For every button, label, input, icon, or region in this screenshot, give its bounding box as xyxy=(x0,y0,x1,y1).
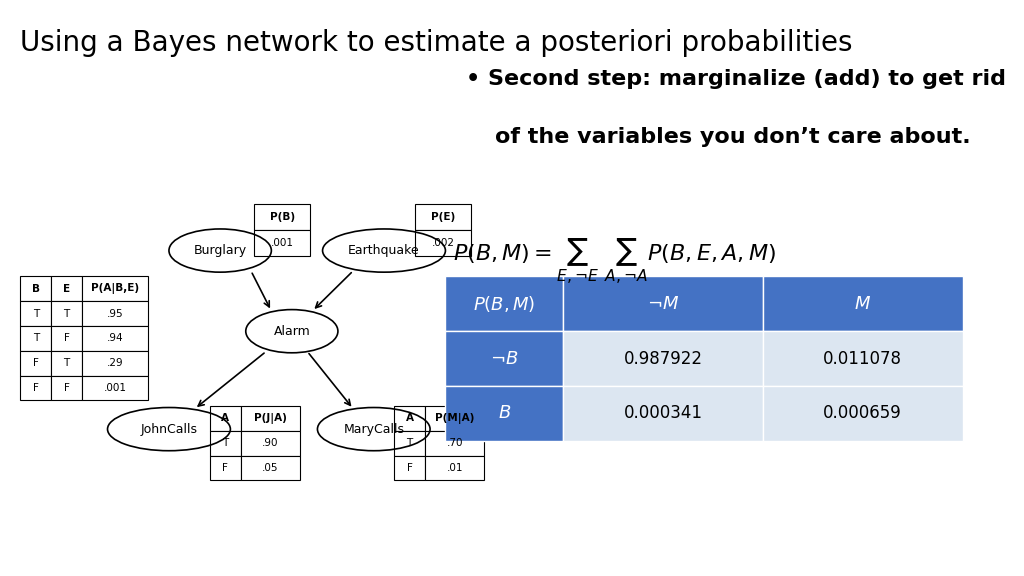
FancyBboxPatch shape xyxy=(51,376,82,400)
FancyBboxPatch shape xyxy=(210,456,241,480)
FancyBboxPatch shape xyxy=(394,456,425,480)
FancyBboxPatch shape xyxy=(563,276,763,331)
FancyBboxPatch shape xyxy=(82,376,148,400)
Text: F: F xyxy=(222,463,228,473)
Text: A: A xyxy=(406,414,414,423)
Text: B: B xyxy=(32,284,40,294)
Text: P(B): P(B) xyxy=(269,213,295,222)
Text: • Second step: marginalize (add) to get rid: • Second step: marginalize (add) to get … xyxy=(466,69,1006,89)
Text: .94: .94 xyxy=(106,334,124,343)
FancyBboxPatch shape xyxy=(763,276,963,331)
Text: E: E xyxy=(63,284,70,294)
Text: F: F xyxy=(33,358,39,368)
FancyBboxPatch shape xyxy=(51,301,82,326)
Text: .001: .001 xyxy=(103,383,127,393)
FancyBboxPatch shape xyxy=(51,276,82,301)
Text: Earthquake: Earthquake xyxy=(348,244,420,257)
FancyBboxPatch shape xyxy=(20,326,51,351)
Text: P(E): P(E) xyxy=(431,213,455,222)
Text: F: F xyxy=(63,383,70,393)
FancyBboxPatch shape xyxy=(445,276,563,331)
FancyBboxPatch shape xyxy=(210,406,241,431)
FancyBboxPatch shape xyxy=(82,326,148,351)
Text: $\neg M$: $\neg M$ xyxy=(647,295,679,313)
FancyBboxPatch shape xyxy=(394,431,425,456)
Text: 0.011078: 0.011078 xyxy=(823,350,902,367)
FancyBboxPatch shape xyxy=(563,386,763,441)
Text: F: F xyxy=(63,334,70,343)
FancyBboxPatch shape xyxy=(394,406,425,431)
FancyBboxPatch shape xyxy=(241,431,300,456)
Text: 0.000341: 0.000341 xyxy=(624,404,702,422)
Text: .001: .001 xyxy=(270,238,294,248)
Text: Using a Bayes network to estimate a posteriori probabilities: Using a Bayes network to estimate a post… xyxy=(20,29,853,57)
FancyBboxPatch shape xyxy=(425,431,484,456)
Text: .002: .002 xyxy=(431,238,455,248)
Text: Alarm: Alarm xyxy=(273,325,310,338)
Text: $P(B,M) = \sum_{E,\neg E}\ \sum_{A,\neg A} P(B,E,A,M)$: $P(B,M) = \sum_{E,\neg E}\ \sum_{A,\neg … xyxy=(453,236,776,286)
Text: F: F xyxy=(407,463,413,473)
FancyBboxPatch shape xyxy=(254,204,310,230)
Text: F: F xyxy=(33,383,39,393)
Text: .05: .05 xyxy=(262,463,279,473)
Text: P(M|A): P(M|A) xyxy=(435,413,474,424)
Text: .95: .95 xyxy=(106,309,124,319)
Text: .70: .70 xyxy=(446,438,463,448)
Text: T: T xyxy=(222,438,228,448)
Text: $M$: $M$ xyxy=(854,295,871,313)
FancyBboxPatch shape xyxy=(415,230,471,256)
FancyBboxPatch shape xyxy=(425,406,484,431)
FancyBboxPatch shape xyxy=(425,456,484,480)
FancyBboxPatch shape xyxy=(241,406,300,431)
FancyBboxPatch shape xyxy=(20,301,51,326)
FancyBboxPatch shape xyxy=(563,331,763,386)
FancyBboxPatch shape xyxy=(20,276,51,301)
Text: $P(B,M)$: $P(B,M)$ xyxy=(473,294,536,314)
Text: A: A xyxy=(221,414,229,423)
Text: Burglary: Burglary xyxy=(194,244,247,257)
Text: T: T xyxy=(63,309,70,319)
FancyBboxPatch shape xyxy=(445,331,563,386)
Text: .01: .01 xyxy=(446,463,463,473)
Text: .29: .29 xyxy=(106,358,124,368)
FancyBboxPatch shape xyxy=(415,204,471,230)
FancyBboxPatch shape xyxy=(763,386,963,441)
Text: 0.000659: 0.000659 xyxy=(823,404,902,422)
FancyBboxPatch shape xyxy=(241,456,300,480)
FancyBboxPatch shape xyxy=(20,376,51,400)
Text: of the variables you don’t care about.: of the variables you don’t care about. xyxy=(495,127,970,147)
FancyBboxPatch shape xyxy=(51,351,82,376)
Text: JohnCalls: JohnCalls xyxy=(140,423,198,435)
Text: .90: .90 xyxy=(262,438,279,448)
FancyBboxPatch shape xyxy=(82,351,148,376)
FancyBboxPatch shape xyxy=(445,386,563,441)
Text: T: T xyxy=(63,358,70,368)
FancyBboxPatch shape xyxy=(20,351,51,376)
FancyBboxPatch shape xyxy=(254,230,310,256)
FancyBboxPatch shape xyxy=(82,276,148,301)
Text: T: T xyxy=(407,438,413,448)
Text: 0.987922: 0.987922 xyxy=(624,350,702,367)
Text: P(A|B,E): P(A|B,E) xyxy=(91,283,139,294)
Text: MaryCalls: MaryCalls xyxy=(343,423,404,435)
FancyBboxPatch shape xyxy=(82,301,148,326)
FancyBboxPatch shape xyxy=(51,326,82,351)
Text: $B$: $B$ xyxy=(498,404,511,422)
Text: P(J|A): P(J|A) xyxy=(254,413,287,424)
FancyBboxPatch shape xyxy=(210,431,241,456)
Text: T: T xyxy=(33,309,39,319)
Text: $\neg B$: $\neg B$ xyxy=(490,350,518,367)
FancyBboxPatch shape xyxy=(763,331,963,386)
Text: T: T xyxy=(33,334,39,343)
